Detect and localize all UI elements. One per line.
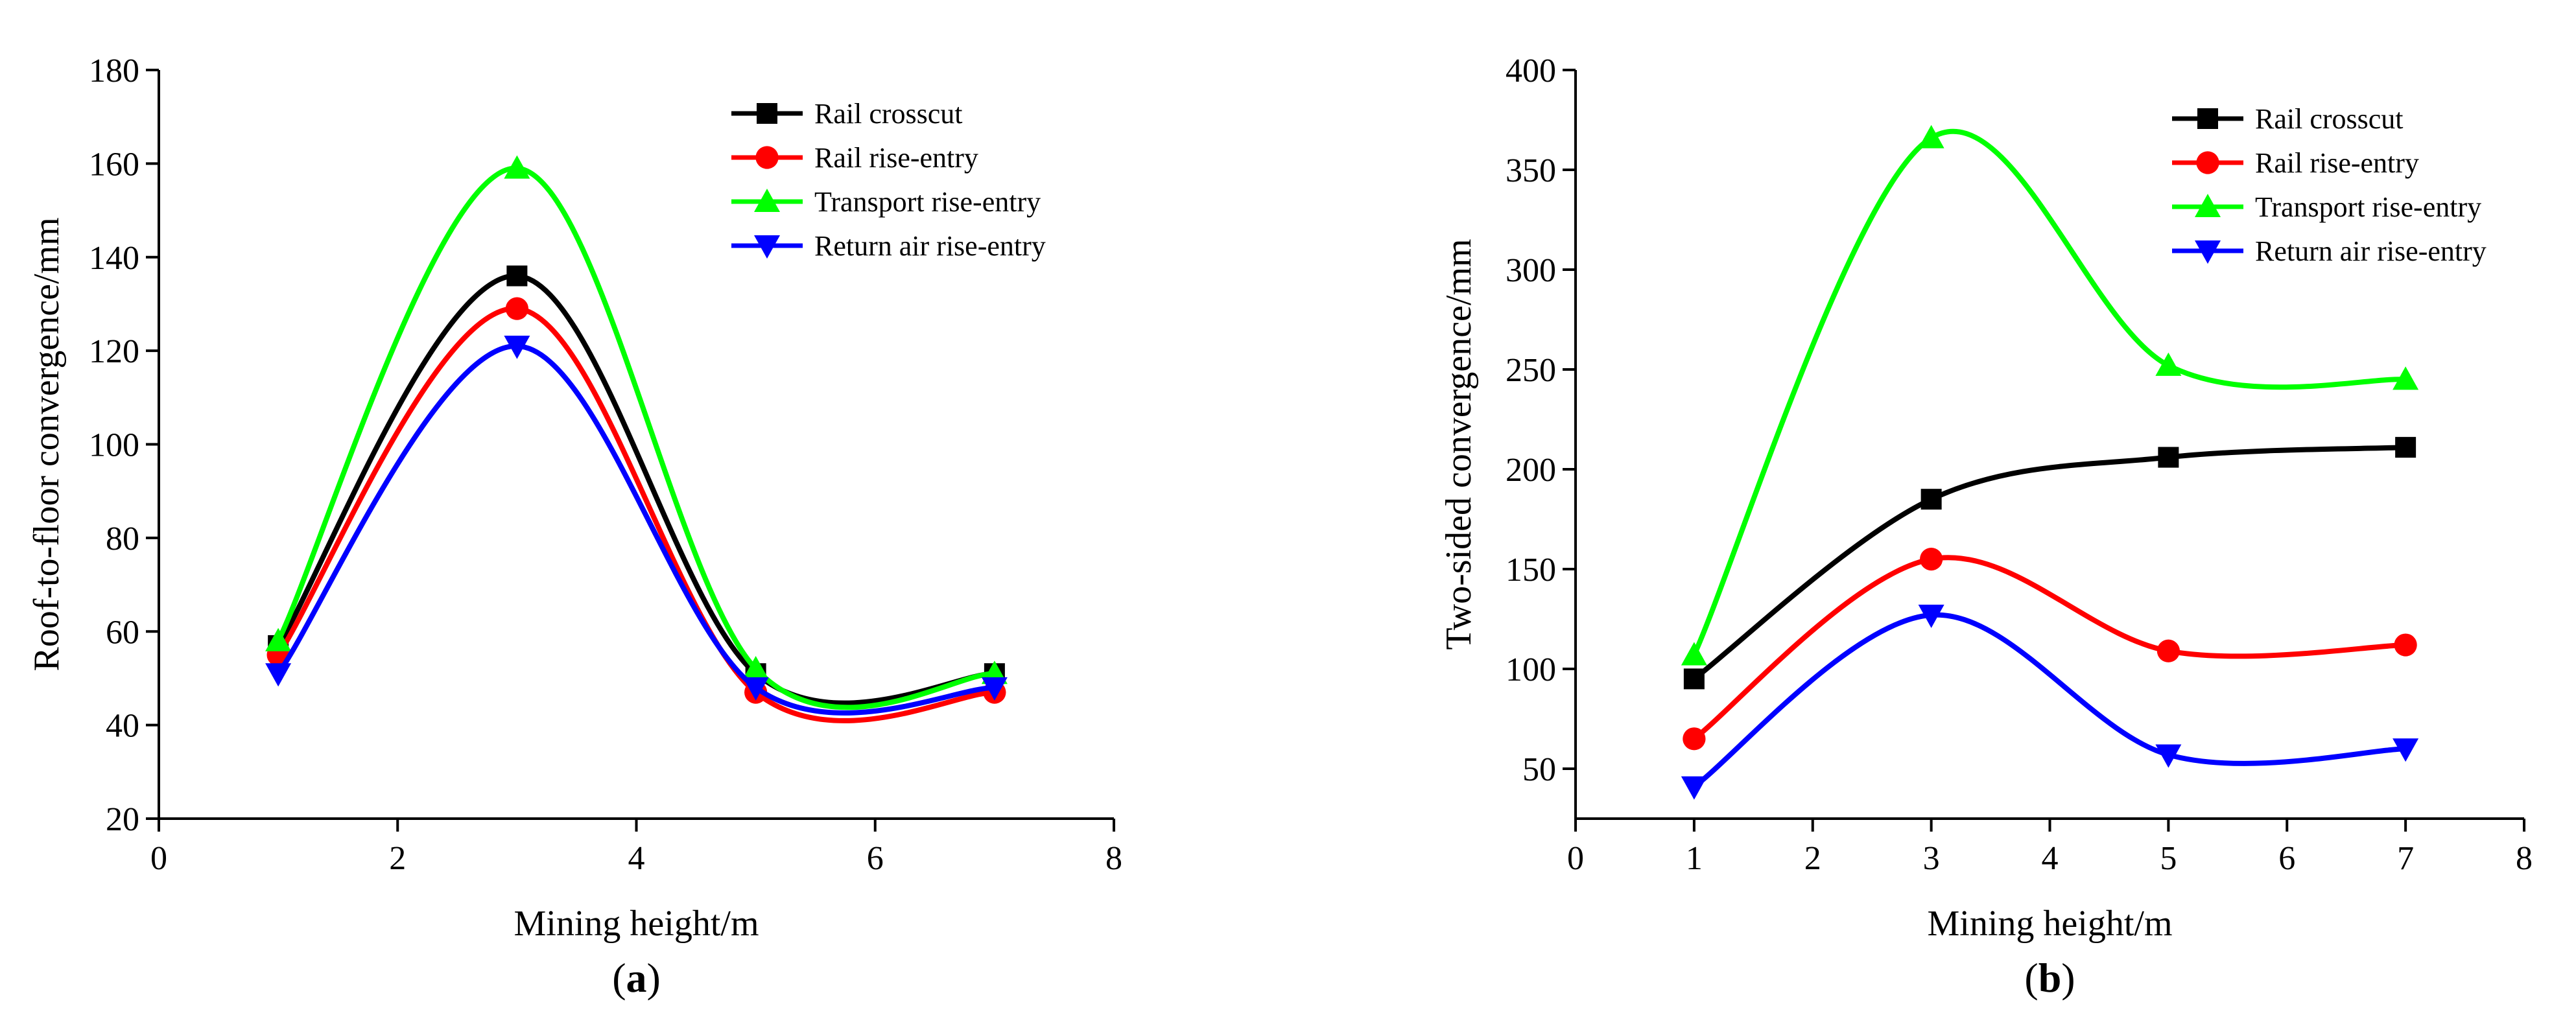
data-point — [2393, 366, 2419, 390]
legend-marker — [757, 103, 777, 124]
series-line — [276, 343, 995, 716]
x-tick-label: 7 — [2397, 840, 2414, 877]
data-point — [2393, 738, 2419, 762]
legend-label: Rail rise-entry — [814, 142, 978, 174]
series-rail-rise-entry — [1683, 548, 2417, 751]
x-tick-label: 8 — [2516, 840, 2533, 877]
legend: Rail crosscut Rail rise-entry Transport ri… — [731, 98, 1046, 262]
series-line — [1692, 445, 2406, 681]
legend-marker — [2196, 151, 2219, 174]
data-point — [2157, 639, 2180, 662]
data-point — [506, 265, 528, 286]
data-point — [1920, 489, 1942, 510]
legend-label: Rail rise-entry — [2255, 147, 2419, 179]
legend-marker — [2195, 194, 2221, 217]
x-tick-label: 0 — [1567, 840, 1584, 877]
data-point — [1681, 642, 1707, 666]
legend: Rail crosscut Rail rise-entry Transport ri… — [2172, 103, 2487, 267]
data-point — [742, 677, 769, 701]
y-tick-label: 300 — [1506, 252, 1556, 289]
x-tick-label: 5 — [2160, 840, 2177, 877]
legend-marker — [2195, 240, 2221, 264]
x-tick-label: 1 — [1686, 840, 1703, 877]
y-tick-label: 100 — [1506, 651, 1556, 688]
data-point — [2394, 633, 2417, 657]
y-tick-label: 80 — [106, 520, 139, 557]
data-point — [2155, 352, 2182, 376]
legend-label: Rail crosscut — [2255, 103, 2404, 135]
data-point — [2395, 437, 2416, 458]
y-tick-label: 150 — [1506, 552, 1556, 589]
series-return-air-rise-entry — [265, 335, 1008, 716]
legend-label: Return air rise-entry — [2255, 235, 2487, 267]
series-rail-crosscut — [1683, 437, 2416, 690]
y-tick-label: 120 — [89, 333, 139, 370]
panel-caption: (b) — [2024, 955, 2075, 1001]
x-tick-label: 2 — [389, 840, 406, 877]
x-axis-title: Mining height/m — [514, 904, 759, 944]
legend-label: Transport rise-entry — [2255, 191, 2481, 223]
data-point — [504, 335, 530, 359]
data-point — [2158, 447, 2179, 468]
y-tick-label: 40 — [106, 708, 139, 745]
y-axis-title: Roof-to-floor convergence/mm — [27, 217, 67, 671]
series-line — [1692, 555, 2406, 741]
y-tick-label: 160 — [89, 146, 139, 183]
series-line — [1692, 612, 2406, 789]
series-line — [1692, 128, 2406, 657]
x-tick-label: 4 — [2042, 840, 2059, 877]
y-tick-label: 140 — [89, 240, 139, 277]
x-axis-title: Mining height/m — [1928, 904, 2173, 944]
y-tick-label: 60 — [106, 614, 139, 651]
legend-marker — [754, 235, 780, 259]
x-tick-label: 6 — [2278, 840, 2295, 877]
x-tick-label: 3 — [1923, 840, 1940, 877]
y-tick-label: 350 — [1506, 152, 1556, 189]
data-point — [2155, 744, 2182, 768]
x-tick-label: 4 — [628, 840, 645, 877]
series-transport-rise-entry — [1681, 124, 2419, 666]
y-tick-label: 200 — [1506, 452, 1556, 489]
x-tick-label: 8 — [1105, 840, 1122, 877]
data-point — [1681, 776, 1707, 800]
data-point — [1683, 668, 1705, 690]
data-point — [742, 656, 769, 679]
data-point — [504, 155, 530, 179]
series-return-air-rise-entry — [1681, 604, 2419, 800]
legend-label: Return air rise-entry — [814, 230, 1046, 262]
legend-marker — [754, 189, 780, 212]
series-line — [276, 273, 995, 706]
legend-marker — [755, 146, 779, 169]
y-tick-label: 100 — [89, 427, 139, 464]
series-line — [276, 165, 995, 710]
legend-label: Rail crosscut — [814, 98, 963, 130]
y-tick-label: 250 — [1506, 352, 1556, 389]
data-point — [1683, 727, 1706, 751]
data-point — [981, 677, 1008, 701]
y-tick-label: 20 — [106, 801, 139, 838]
series-rail-rise-entry — [266, 297, 1006, 723]
data-point — [1920, 548, 1943, 571]
data-point — [1918, 124, 1944, 148]
panel-caption: (a) — [612, 955, 661, 1001]
series-line — [276, 306, 995, 723]
legend-marker — [2197, 108, 2218, 129]
y-axis-title: Two-sided convergence/mm — [1439, 239, 1479, 649]
x-tick-label: 2 — [1804, 840, 1821, 877]
y-tick-label: 400 — [1506, 53, 1556, 89]
data-point — [265, 627, 292, 651]
x-tick-label: 0 — [150, 840, 167, 877]
y-tick-label: 50 — [1522, 751, 1556, 788]
legend-label: Transport rise-entry — [814, 186, 1041, 218]
data-point — [505, 297, 528, 320]
data-point — [1918, 604, 1944, 628]
data-point — [265, 663, 292, 687]
y-tick-label: 180 — [89, 53, 139, 89]
chart-panel-b: 0 1 2 3 4 5 6 7 8 50 100 150 200 250 300 350 400 Mining h… — [1439, 53, 2533, 1001]
chart-panel-a: 0 2 4 6 8 20 40 60 80 100 120 140 160 180 Mining heigh… — [27, 53, 1122, 1001]
x-tick-label: 6 — [867, 840, 884, 877]
